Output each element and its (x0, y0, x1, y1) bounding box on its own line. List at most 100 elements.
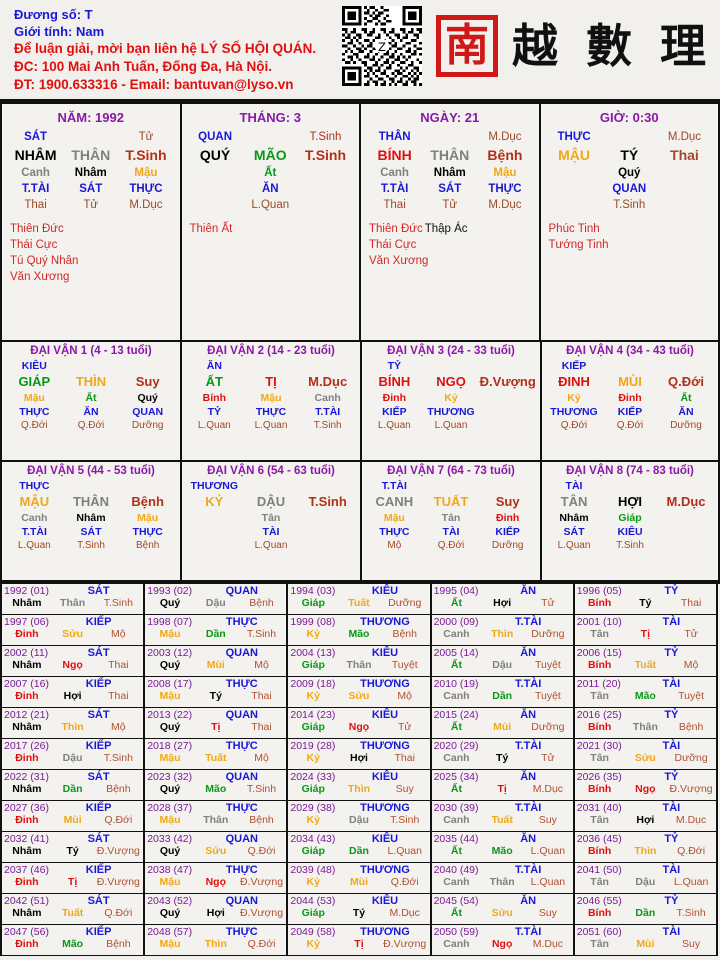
year-label: 2006 (15) (576, 647, 622, 659)
year-cell-bottom: Mậu Tuất Mộ (147, 752, 284, 764)
pillar-cell: Nhâm (74, 167, 107, 179)
pillar-row: SÁT Tử (8, 129, 174, 145)
year-ten-god: SÁT (87, 833, 110, 845)
pillar-cell (547, 165, 602, 181)
year-cell[interactable]: 2025 (34) ĂN Ất Tị M.Dục (431, 770, 575, 801)
year-cell[interactable]: 2033 (42) QUAN Quý Sửu Q.Đới (145, 832, 289, 863)
year-cell[interactable]: 1993 (02) QUAN Quý Dậu Bệnh (145, 584, 289, 615)
year-cell-bottom: Mậu Thân Bệnh (147, 814, 284, 826)
year-ten-god: THƯƠNG (360, 678, 410, 690)
dai-van-cell: Tân (261, 512, 281, 524)
year-cell[interactable]: 2003 (12) QUAN Quý Mùi Mộ (145, 646, 289, 677)
year-cell[interactable]: 2027 (36) KIẾP Đinh Mùi Q.Đới (2, 801, 146, 832)
year-stem: Kỷ (306, 690, 320, 702)
year-cell[interactable]: 2029 (38) THƯƠNG Kỷ Dậu T.Sinh (288, 801, 432, 832)
year-cell[interactable]: 2049 (58) THƯƠNG Kỷ Tị Đ.Vượng (288, 925, 432, 956)
year-cell[interactable]: 2005 (14) ĂN Ất Dậu Tuyệt (431, 646, 575, 677)
year-cell[interactable]: 2018 (27) THỰC Mậu Tuất Mộ (145, 739, 289, 770)
dai-van-row: SÁT KIÊU (546, 525, 714, 539)
year-cell[interactable]: 2019 (28) THƯƠNG Kỷ Hợi Thai (288, 739, 432, 770)
year-cell[interactable]: 2044 (53) KIÊU Giáp Tý M.Dục (288, 894, 432, 925)
year-cell[interactable]: 2042 (51) SÁT Nhâm Tuất Q.Đới (2, 894, 146, 925)
year-cell[interactable]: 2041 (50) TÀI Tân Dậu L.Quan (574, 863, 718, 894)
year-cell[interactable]: 2007 (16) KIẾP Đinh Hợi Thai (2, 677, 146, 708)
year-cell[interactable]: 2011 (20) TÀI Tân Mão Tuyệt (574, 677, 718, 708)
year-cell[interactable]: 2028 (37) THỰC Mậu Thân Bệnh (145, 801, 289, 832)
year-label: 1996 (05) (576, 585, 622, 597)
year-ten-god: TÀI (662, 616, 681, 628)
year-cell[interactable]: 2020 (29) T.TÀI Canh Tý Tử (431, 739, 575, 770)
year-cell[interactable]: 2039 (48) THƯƠNG Kỷ Mùi Q.Đới (288, 863, 432, 894)
year-cell[interactable]: 2014 (23) KIÊU Giáp Ngọ Tử (288, 708, 432, 739)
pillar-cell (298, 165, 353, 181)
year-stem: Mậu (159, 938, 181, 950)
year-cell[interactable]: 2024 (33) KIÊU Giáp Thìn Suy (288, 770, 432, 801)
year-cell[interactable]: 2015 (24) ĂN Ất Mùi Dưỡng (431, 708, 575, 739)
year-cell[interactable]: 2036 (45) TỶ Bính Thìn Q.Đới (574, 832, 718, 863)
year-cell[interactable]: 2026 (35) TỶ Bính Ngọ Đ.Vượng (574, 770, 718, 801)
year-ten-god: THỰC (225, 740, 258, 752)
year-stage: L.Quan (530, 876, 566, 888)
year-cell[interactable]: 2022 (31) SÁT Nhâm Dần Bệnh (2, 770, 146, 801)
pillar-1: THÁNG: 3 QUAN T.Sinh QUÝ MÃO T.Sinh Ất ĂN L.… (179, 102, 359, 342)
year-cell[interactable]: 2035 (44) ĂN Ất Mão L.Quan (431, 832, 575, 863)
year-ten-god: QUAN (225, 647, 258, 659)
year-cell[interactable]: 1992 (01) SÁT Nhâm Thân T.Sinh (2, 584, 146, 615)
year-cell[interactable]: 2002 (11) SÁT Nhâm Ngọ Thai (2, 646, 146, 677)
dai-van-cell: MÙI (618, 374, 642, 389)
year-cell[interactable]: 2004 (13) KIÊU Giáp Thân Tuyệt (288, 646, 432, 677)
year-cell[interactable]: 2012 (21) SÁT Nhâm Thìn Mộ (2, 708, 146, 739)
year-cell[interactable]: 1996 (05) TỶ Bính Tý Thai (574, 584, 718, 615)
year-stage: L.Quan (530, 845, 566, 857)
year-cell[interactable]: 1998 (07) THỰC Mậu Dần T.Sinh (145, 615, 289, 646)
dai-van-cell (243, 479, 300, 493)
pillar-row: T.TÀI SÁT THỰC (367, 181, 533, 197)
year-cell[interactable]: 2047 (56) KIẾP Đinh Mão Bệnh (2, 925, 146, 956)
year-label: 2020 (29) (433, 740, 479, 752)
year-cell[interactable]: 2021 (30) TÀI Tân Sửu Dưỡng (574, 739, 718, 770)
dai-van-cell: Đinh (382, 392, 406, 404)
year-cell[interactable]: 2008 (17) THỰC Mậu Tý Thai (145, 677, 289, 708)
year-cell[interactable]: 2009 (18) THƯƠNG Kỷ Sửu Mộ (288, 677, 432, 708)
qr-code-icon[interactable]: Z (341, 6, 422, 86)
year-cell[interactable]: 2030 (39) T.TÀI Canh Tuất Suy (431, 801, 575, 832)
year-cell[interactable]: 2031 (40) TÀI Tân Hợi M.Dục (574, 801, 718, 832)
year-cell-top: 2018 (27) THỰC (147, 740, 284, 752)
year-cell[interactable]: 2046 (55) TỶ Bính Dần T.Sinh (574, 894, 718, 925)
pillar-cell: MẬU (558, 147, 591, 163)
year-cell[interactable]: 2000 (09) T.TÀI Canh Thìn Dưỡng (431, 615, 575, 646)
dai-van-cell (119, 359, 176, 373)
dai-van-cell: THÂN (72, 494, 110, 509)
year-cell[interactable]: 2032 (41) SÁT Nhâm Tý Đ.Vượng (2, 832, 146, 863)
year-cell[interactable]: 2006 (15) TỶ Bính Tuất Mộ (574, 646, 718, 677)
year-cell[interactable]: 2023 (32) QUAN Quý Mão T.Sinh (145, 770, 289, 801)
pillar-cell: THỰC (129, 183, 163, 195)
year-cell[interactable]: 2051 (60) TÀI Tân Mùi Suy (574, 925, 718, 956)
subject-label: Đương số: (14, 7, 82, 22)
subject-line: Đương số: T (14, 6, 316, 23)
year-cell[interactable]: 2038 (47) THỰC Mậu Ngọ Đ.Vượng (145, 863, 289, 894)
year-cell[interactable]: 2050 (59) T.TÀI Canh Ngọ M.Dục (431, 925, 575, 956)
year-cell[interactable]: 2017 (26) KIẾP Đinh Dậu T.Sinh (2, 739, 146, 770)
year-cell[interactable]: 2045 (54) ĂN Ất Sửu Suy (431, 894, 575, 925)
year-cell[interactable]: 2013 (22) QUAN Quý Tị Thai (145, 708, 289, 739)
year-cell[interactable]: 1999 (08) THƯƠNG Kỷ Mão Bệnh (288, 615, 432, 646)
year-branch: Mão (205, 783, 227, 795)
pillar-cell: T.TÀI (21, 183, 50, 195)
year-cell[interactable]: 1994 (03) KIÊU Giáp Tuất Dưỡng (288, 584, 432, 615)
year-cell[interactable]: 1995 (04) ĂN Ất Hợi Tử (431, 584, 575, 615)
year-cell-top: 2012 (21) SÁT (4, 709, 141, 721)
year-cell[interactable]: 2040 (49) T.TÀI Canh Thân L.Quan (431, 863, 575, 894)
year-cell[interactable]: 2010 (19) T.TÀI Canh Dần Tuyệt (431, 677, 575, 708)
year-cell[interactable]: 2034 (43) KIÊU Giáp Dần L.Quan (288, 832, 432, 863)
year-ten-god: T.TÀI (515, 740, 542, 752)
year-cell[interactable]: 2043 (52) QUAN Quý Hợi Đ.Vượng (145, 894, 289, 925)
year-stem: Quý (159, 845, 181, 857)
year-cell[interactable]: 2037 (46) KIẾP Đinh Tị Đ.Vượng (2, 863, 146, 894)
year-stem: Canh (443, 628, 470, 640)
year-cell[interactable]: 2001 (10) TÀI Tân Tị Tử (574, 615, 718, 646)
year-cell[interactable]: 2016 (25) TỶ Bính Thân Bệnh (574, 708, 718, 739)
year-cell[interactable]: 1997 (06) KIẾP Đinh Sửu Mộ (2, 615, 146, 646)
year-branch: Tuất (61, 907, 84, 919)
year-cell[interactable]: 2048 (57) THỰC Mậu Thìn Q.Đới (145, 925, 289, 956)
